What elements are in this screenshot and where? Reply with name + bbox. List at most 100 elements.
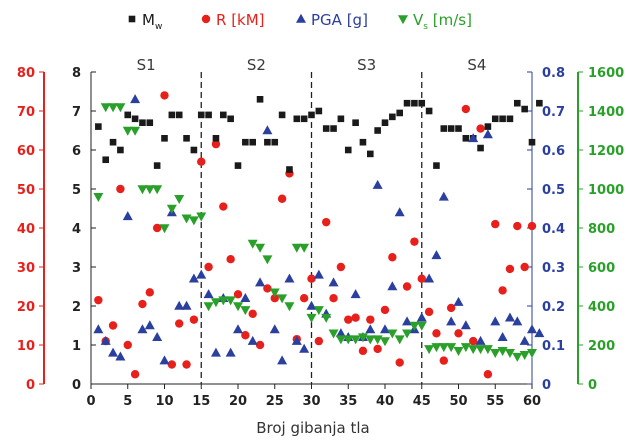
- data-point-square: [271, 138, 279, 146]
- data-point-square: [242, 138, 249, 146]
- data-point-triangle-up: [380, 324, 390, 334]
- data-point-triangle-up: [122, 211, 133, 221]
- x-tick-label: 20: [229, 394, 247, 409]
- data-point-circle: [211, 139, 221, 149]
- data-point-square: [197, 111, 205, 119]
- data-point-triangle-up: [372, 179, 383, 189]
- data-point-square: [139, 119, 146, 126]
- data-point-circle: [366, 315, 375, 324]
- data-point-circle: [469, 336, 478, 346]
- data-point-triangle-down: [115, 103, 126, 113]
- data-point-triangle-down: [328, 329, 339, 339]
- data-point-circle: [94, 295, 103, 305]
- data-point-circle: [175, 319, 184, 328]
- data-point-square: [183, 135, 190, 142]
- data-point-triangle-up: [335, 328, 346, 338]
- data-point-circle: [182, 360, 191, 369]
- data-point-triangle-up: [240, 293, 251, 302]
- data-point-triangle-down: [335, 335, 346, 345]
- data-point-circle: [219, 202, 228, 211]
- inner_right-tick-label: 0.4: [542, 222, 565, 237]
- data-point-square: [477, 144, 484, 152]
- inner_left-tick-label: 0: [72, 378, 81, 393]
- data-point-square: [484, 123, 492, 130]
- data-point-circle: [277, 194, 287, 203]
- data-point-triangle-up: [188, 273, 199, 283]
- data-point-triangle-down: [519, 350, 530, 360]
- data-point-circle: [498, 286, 507, 295]
- outer_right-tick-label: 0: [588, 378, 597, 393]
- data-point-circle: [322, 217, 331, 227]
- data-point-square: [389, 113, 396, 121]
- data-point-square: [447, 125, 455, 132]
- data-point-triangle-down: [284, 302, 295, 312]
- data-point-circle: [241, 331, 250, 340]
- data-point-circle: [314, 336, 324, 346]
- data-point-circle: [138, 299, 147, 309]
- x-tick-label: 25: [266, 394, 284, 409]
- data-point-triangle-down: [93, 193, 104, 202]
- data-point-triangle-down: [321, 313, 332, 323]
- data-point-square: [521, 105, 528, 113]
- outer_right-tick-label: 1000: [588, 183, 624, 198]
- data-point-triangle-up: [181, 300, 192, 310]
- data-point-triangle-up: [100, 335, 111, 345]
- data-point-triangle-up: [402, 316, 413, 326]
- data-point-square: [300, 115, 308, 123]
- data-point-triangle-down: [387, 329, 398, 339]
- outer_left-tick-label: 30: [17, 261, 35, 276]
- data-point-circle: [505, 264, 515, 274]
- data-point-square: [234, 162, 242, 169]
- data-point-triangle-up: [144, 320, 155, 330]
- data-point-triangle-up: [203, 289, 214, 299]
- data-point-square: [249, 138, 256, 146]
- data-point-triangle-down: [380, 337, 390, 347]
- outer_right-tick-label: 1200: [588, 144, 624, 159]
- data-point-circle: [145, 288, 154, 297]
- data-point-square: [308, 111, 315, 119]
- outer_left-tick-label: 0: [26, 378, 35, 393]
- data-point-triangle-up: [299, 343, 310, 353]
- data-point-circle: [226, 255, 235, 264]
- data-point-square: [462, 135, 470, 142]
- legend-label: PGA [g]: [311, 11, 368, 29]
- x-axis-label: Broj gibanja tla: [256, 419, 370, 437]
- data-point-triangle-down: [446, 343, 457, 353]
- data-point-triangle-up: [512, 316, 523, 326]
- data-point-triangle-down: [196, 212, 207, 222]
- data-point-triangle-up: [233, 324, 243, 334]
- data-point-square: [286, 166, 293, 173]
- data-point-triangle-up: [262, 125, 273, 135]
- data-point-triangle-up: [225, 347, 236, 357]
- marks-layer: [93, 91, 545, 379]
- data-point-circle: [424, 307, 434, 317]
- data-point-circle: [461, 104, 471, 114]
- data-point-circle: [130, 370, 140, 379]
- legend-marker: [201, 14, 211, 24]
- outer_right-tick-label: 1400: [588, 105, 624, 120]
- legend-layer: Mw R [kM] PGA [g] Vs [m/s]: [128, 11, 472, 32]
- data-point-triangle-up: [137, 324, 148, 334]
- data-point-triangle-down: [166, 204, 177, 214]
- data-point-square: [374, 127, 381, 134]
- data-point-triangle-down: [490, 349, 501, 358]
- data-point-square: [95, 123, 102, 130]
- data-point-circle: [439, 356, 448, 365]
- data-point-square: [352, 119, 359, 126]
- data-point-triangle-up: [482, 129, 493, 139]
- data-point-circle: [233, 290, 243, 299]
- data-point-square: [506, 115, 514, 123]
- data-point-triangle-up: [174, 300, 185, 310]
- data-point-triangle-up: [453, 296, 464, 306]
- data-point-square: [528, 138, 536, 146]
- data-point-triangle-up: [210, 347, 221, 357]
- data-point-triangle-down: [144, 185, 155, 195]
- inner_left-tick-label: 6: [72, 144, 81, 159]
- data-point-square: [205, 111, 212, 119]
- data-point-circle: [152, 223, 162, 233]
- outer_left-tick-label: 80: [17, 66, 35, 81]
- data-point-triangle-down: [174, 194, 185, 204]
- data-point-triangle-down: [210, 298, 221, 308]
- data-point-triangle-down: [306, 313, 317, 323]
- data-point-triangle-up: [534, 328, 545, 338]
